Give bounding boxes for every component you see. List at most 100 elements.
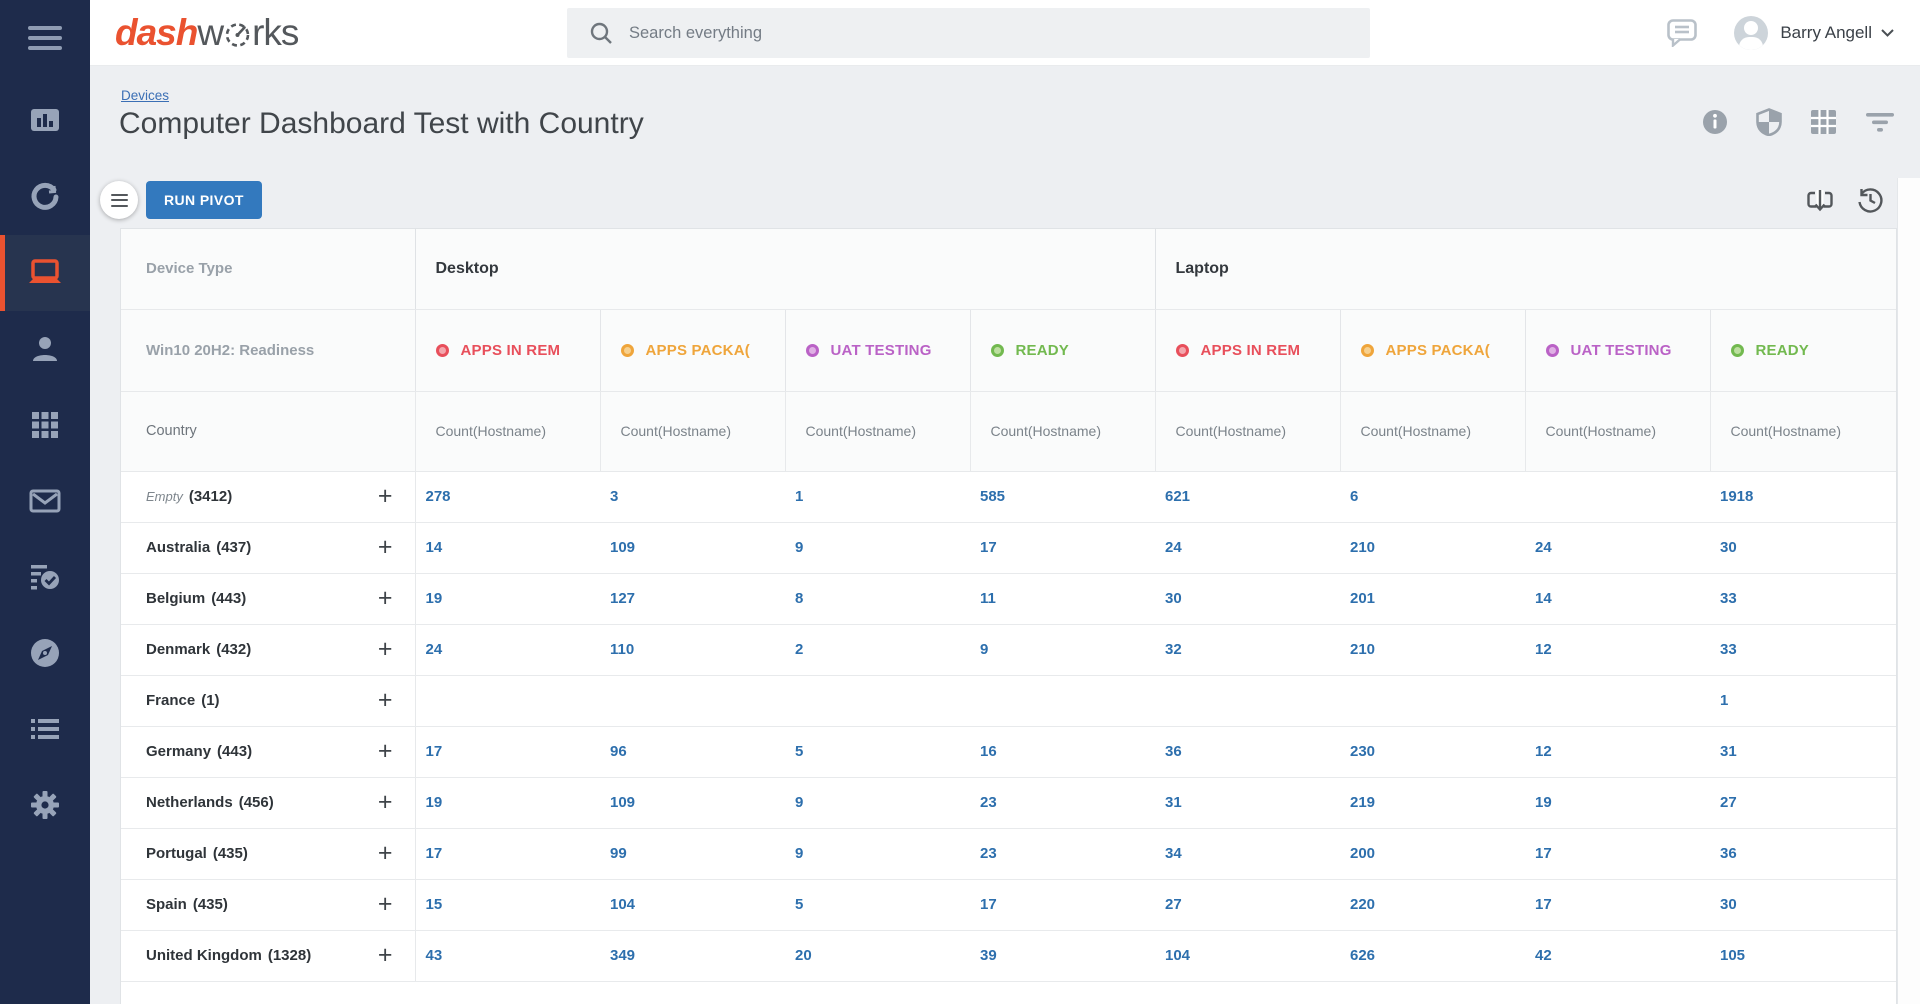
count-link[interactable]: 17 <box>1535 845 1552 862</box>
count-link[interactable]: 30 <box>1720 539 1737 556</box>
count-link[interactable]: 23 <box>980 794 997 811</box>
count-link[interactable]: 1 <box>1720 692 1729 709</box>
count-link[interactable]: 19 <box>1535 794 1552 811</box>
table-icon[interactable] <box>1810 109 1837 135</box>
count-link[interactable]: 110 <box>610 641 635 658</box>
count-link[interactable]: 17 <box>1535 896 1552 913</box>
count-link[interactable]: 39 <box>980 947 997 964</box>
count-link[interactable]: 12 <box>1535 641 1552 658</box>
count-link[interactable]: 1 <box>795 488 804 505</box>
status-header[interactable]: UAT TESTING <box>784 309 970 392</box>
status-header[interactable]: APPS IN REM <box>414 309 600 392</box>
breadcrumb[interactable]: Devices <box>121 88 170 103</box>
status-header[interactable]: APPS IN REM <box>1154 309 1340 392</box>
expand-plus-icon[interactable]: + <box>377 635 393 663</box>
count-link[interactable]: 17 <box>425 743 443 760</box>
expand-plus-icon[interactable]: + <box>377 941 393 969</box>
count-link[interactable]: 14 <box>425 539 443 556</box>
count-link[interactable]: 621 <box>1165 488 1191 505</box>
count-link[interactable]: 17 <box>980 896 997 913</box>
count-link[interactable]: 349 <box>610 947 636 964</box>
scroll-gutter[interactable] <box>1897 178 1920 1004</box>
count-link[interactable]: 12 <box>1535 743 1552 760</box>
expand-plus-icon[interactable]: + <box>377 584 393 612</box>
count-link[interactable]: 219 <box>1350 794 1376 811</box>
count-link[interactable]: 104 <box>1165 947 1191 964</box>
count-link[interactable]: 104 <box>610 896 636 913</box>
count-link[interactable]: 109 <box>610 794 636 811</box>
expand-plus-icon[interactable]: + <box>377 788 393 816</box>
count-link[interactable]: 6 <box>1350 488 1359 505</box>
sidebar-item-users[interactable] <box>0 311 90 387</box>
history-icon[interactable] <box>1856 186 1884 214</box>
status-header[interactable]: READY <box>1709 309 1896 392</box>
expand-plus-icon[interactable]: + <box>377 533 393 561</box>
count-link[interactable]: 24 <box>1165 539 1182 556</box>
avatar[interactable] <box>1734 16 1769 50</box>
count-link[interactable]: 36 <box>1720 845 1737 862</box>
count-link[interactable]: 17 <box>980 539 997 556</box>
user-name[interactable]: Barry Angell <box>1780 23 1872 42</box>
expand-plus-icon[interactable]: + <box>377 482 393 510</box>
count-link[interactable]: 23 <box>980 845 997 862</box>
filter-icon[interactable] <box>1865 111 1895 133</box>
count-link[interactable]: 14 <box>1535 590 1552 607</box>
count-link[interactable]: 1918 <box>1720 488 1754 505</box>
count-link[interactable]: 20 <box>795 947 812 964</box>
export-icon[interactable] <box>1806 186 1834 214</box>
count-link[interactable]: 278 <box>425 488 451 505</box>
sidebar-item-readiness[interactable] <box>0 539 90 615</box>
count-link[interactable]: 11 <box>980 590 996 607</box>
count-link[interactable]: 9 <box>795 845 804 862</box>
info-icon[interactable] <box>1702 109 1728 135</box>
expand-plus-icon[interactable]: + <box>377 839 393 867</box>
count-link[interactable]: 3 <box>610 488 619 505</box>
menu-icon[interactable] <box>28 26 62 50</box>
count-link[interactable]: 2 <box>795 641 804 658</box>
count-link[interactable]: 24 <box>425 641 443 658</box>
chat-icon[interactable] <box>1667 19 1698 47</box>
count-link[interactable]: 32 <box>1165 641 1182 658</box>
count-link[interactable]: 33 <box>1720 641 1737 658</box>
sidebar-item-settings[interactable] <box>0 767 90 843</box>
expand-plus-icon[interactable]: + <box>377 890 393 918</box>
count-link[interactable]: 210 <box>1350 539 1376 556</box>
count-link[interactable]: 5 <box>795 743 804 760</box>
count-link[interactable]: 200 <box>1350 845 1376 862</box>
sidebar-item-projects[interactable] <box>0 159 90 235</box>
count-link[interactable]: 210 <box>1350 641 1376 658</box>
count-link[interactable]: 27 <box>1720 794 1737 811</box>
count-link[interactable]: 31 <box>1165 794 1182 811</box>
sidebar-item-devices[interactable] <box>0 235 90 311</box>
count-link[interactable]: 34 <box>1165 845 1182 862</box>
caret-down-icon[interactable] <box>1881 29 1894 37</box>
count-link[interactable]: 19 <box>425 590 443 607</box>
count-link[interactable]: 230 <box>1350 743 1376 760</box>
count-link[interactable]: 42 <box>1535 947 1552 964</box>
count-link[interactable]: 96 <box>610 743 627 760</box>
count-link[interactable]: 27 <box>1165 896 1182 913</box>
status-header[interactable]: APPS PACKA( <box>599 309 785 392</box>
pivot-menu-button[interactable] <box>100 181 138 219</box>
sidebar-item-mailings[interactable] <box>0 463 90 539</box>
status-header[interactable]: APPS PACKA( <box>1339 309 1525 392</box>
count-link[interactable]: 19 <box>425 794 443 811</box>
count-link[interactable]: 99 <box>610 845 627 862</box>
count-link[interactable]: 5 <box>795 896 804 913</box>
count-link[interactable]: 43 <box>425 947 443 964</box>
count-link[interactable]: 30 <box>1720 896 1737 913</box>
count-link[interactable]: 17 <box>425 845 443 862</box>
count-link[interactable]: 626 <box>1350 947 1376 964</box>
count-link[interactable]: 201 <box>1350 590 1376 607</box>
count-link[interactable]: 8 <box>795 590 804 607</box>
count-link[interactable]: 105 <box>1720 947 1746 964</box>
count-link[interactable]: 9 <box>795 539 804 556</box>
sidebar-item-applications[interactable] <box>0 387 90 463</box>
count-link[interactable]: 220 <box>1350 896 1376 913</box>
count-link[interactable]: 127 <box>610 590 636 607</box>
expand-plus-icon[interactable]: + <box>377 686 393 714</box>
sidebar-item-dashboards[interactable] <box>0 83 90 159</box>
count-link[interactable]: 36 <box>1165 743 1182 760</box>
count-link[interactable]: 585 <box>980 488 1006 505</box>
count-link[interactable]: 24 <box>1535 539 1552 556</box>
